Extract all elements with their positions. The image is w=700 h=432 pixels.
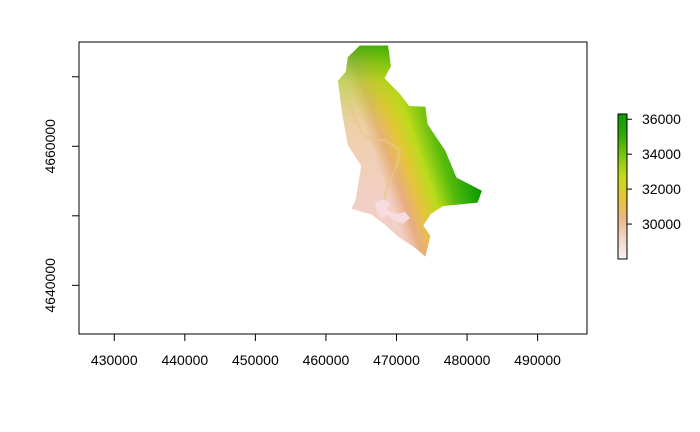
x-tick-label: 450000 bbox=[232, 352, 279, 368]
color-legend: 30000 32000 34000 36000 bbox=[617, 111, 681, 260]
x-tick-label: 440000 bbox=[161, 352, 208, 368]
x-tick-label: 460000 bbox=[303, 352, 350, 368]
raster-north-shading bbox=[337, 45, 482, 257]
legend-colorbar bbox=[617, 113, 628, 260]
legend-tick-label: 30000 bbox=[642, 216, 681, 232]
y-tick-label: 4640000 bbox=[42, 258, 58, 313]
x-axis: 430000 440000 450000 460000 470000 480000 4900… bbox=[91, 333, 561, 368]
x-tick-label: 490000 bbox=[514, 352, 561, 368]
x-tick-label: 430000 bbox=[91, 352, 138, 368]
x-tick-label: 470000 bbox=[373, 352, 420, 368]
plot-frame bbox=[78, 41, 588, 335]
legend-tick-label: 36000 bbox=[642, 111, 681, 127]
river-lowland bbox=[375, 199, 410, 224]
legend-tick-label: 32000 bbox=[642, 181, 681, 197]
elevation-raster bbox=[337, 45, 482, 257]
y-tick-label: 4660000 bbox=[42, 119, 58, 174]
legend-tick-label: 34000 bbox=[642, 146, 681, 162]
river-channel bbox=[348, 104, 402, 206]
y-axis: 4640000 4660000 bbox=[42, 74, 80, 313]
x-tick-label: 480000 bbox=[444, 352, 491, 368]
